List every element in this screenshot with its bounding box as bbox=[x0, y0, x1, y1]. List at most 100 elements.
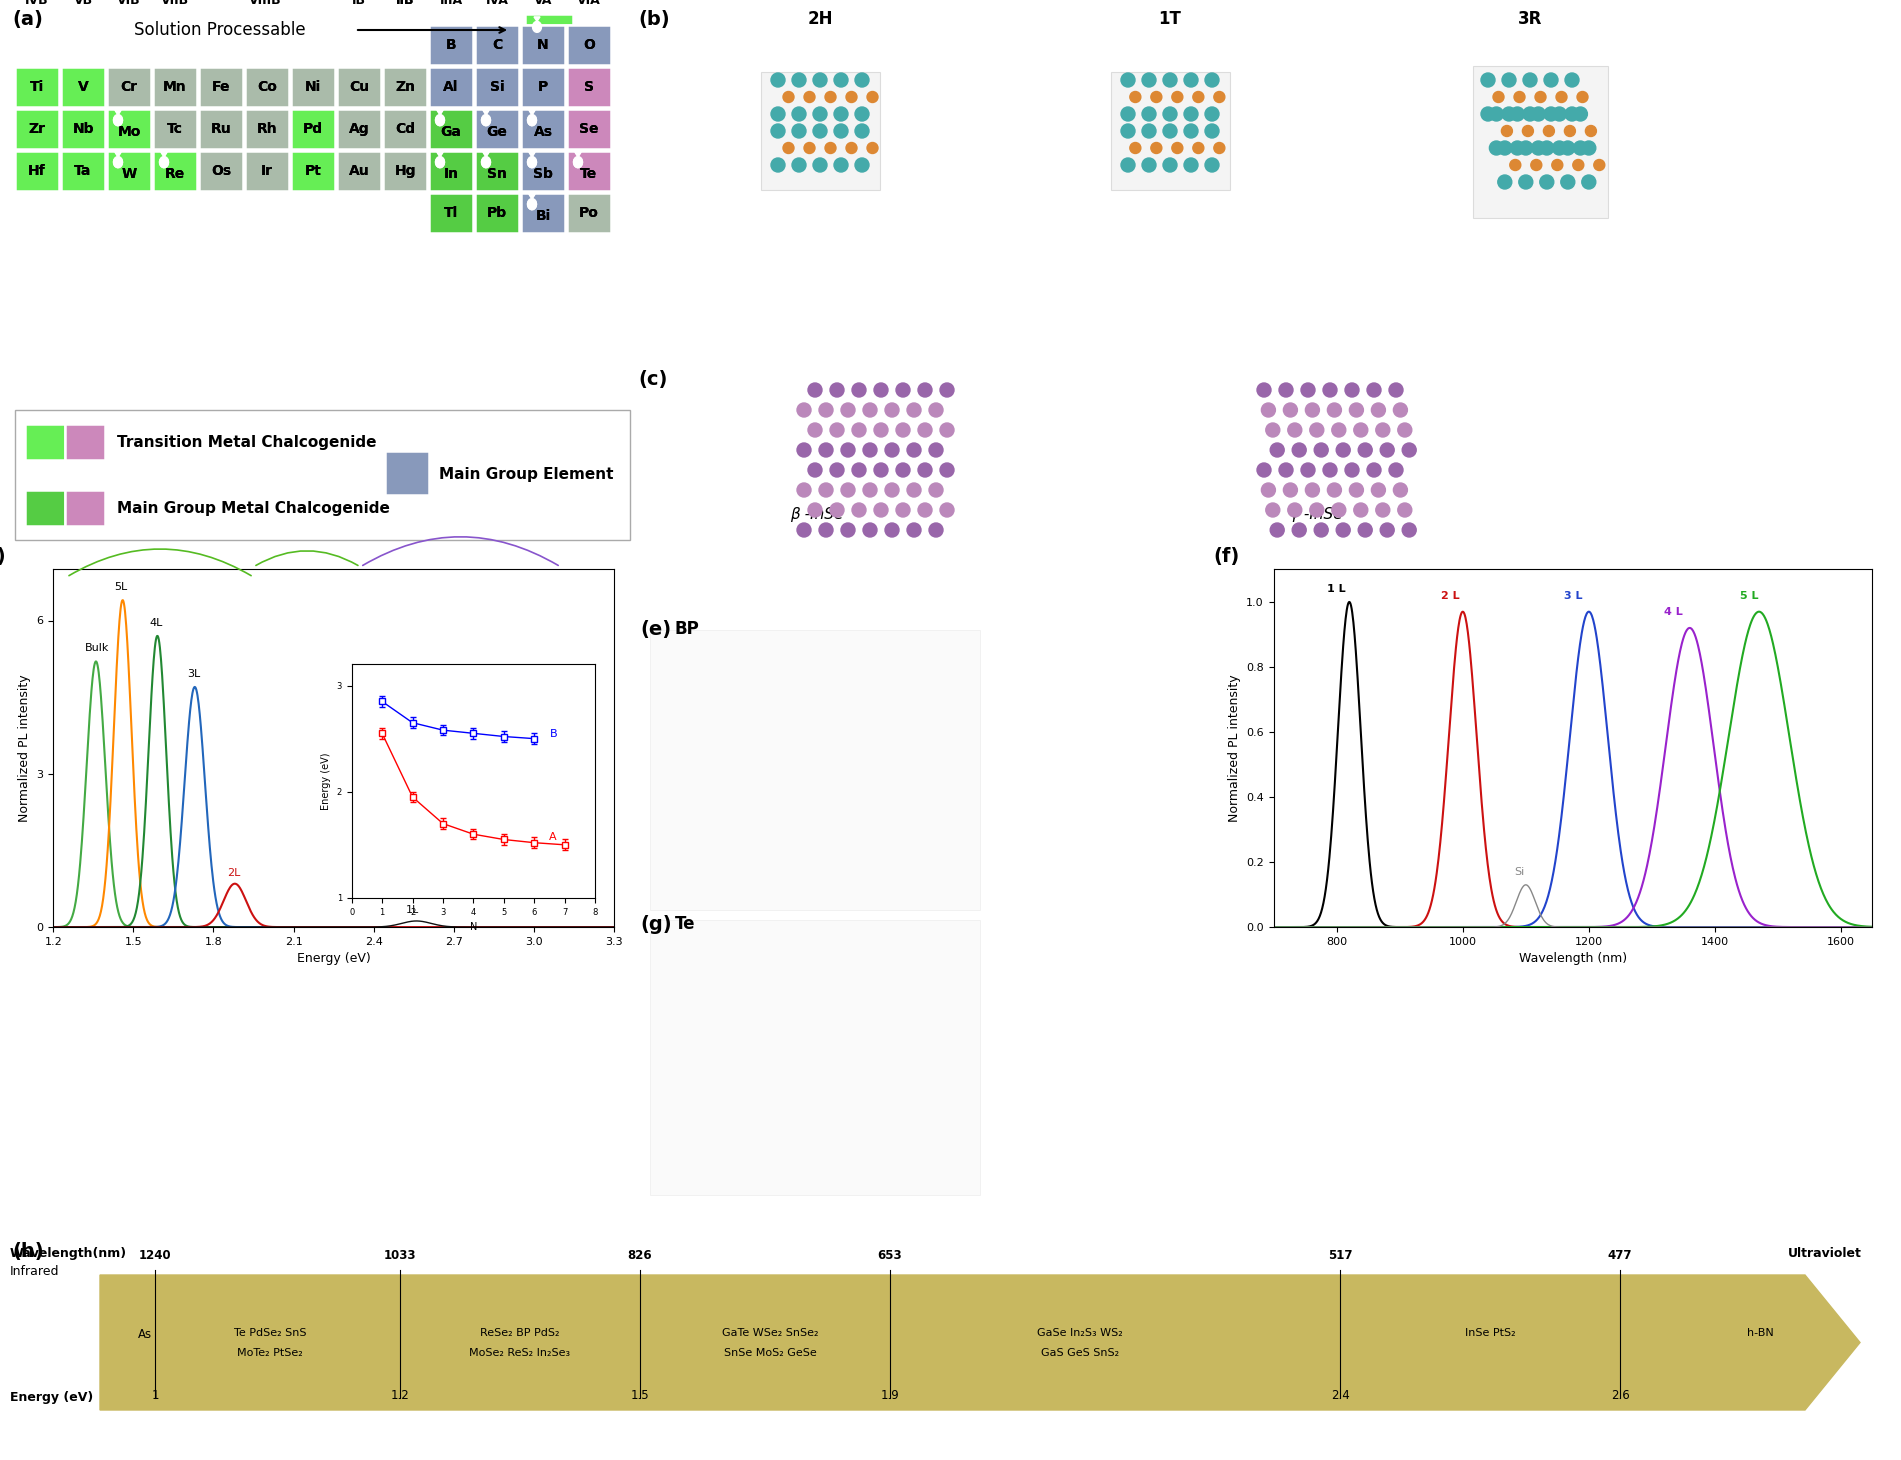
Text: GaTe WSe₂ SnSe₂: GaTe WSe₂ SnSe₂ bbox=[722, 1327, 817, 1337]
Text: Ge: Ge bbox=[487, 126, 508, 139]
Bar bbox=[200, 150, 243, 191]
Circle shape bbox=[1215, 92, 1224, 102]
Bar bbox=[65, 491, 105, 526]
Text: Nb: Nb bbox=[72, 123, 93, 136]
Polygon shape bbox=[435, 156, 445, 168]
Circle shape bbox=[852, 383, 867, 397]
Circle shape bbox=[1129, 92, 1141, 102]
Text: O: O bbox=[584, 38, 595, 53]
Bar bbox=[336, 67, 380, 107]
Text: W: W bbox=[122, 166, 137, 181]
Text: ReSe₂ BP PdS₂: ReSe₂ BP PdS₂ bbox=[481, 1327, 559, 1337]
Circle shape bbox=[1509, 159, 1521, 171]
Circle shape bbox=[1553, 142, 1566, 155]
Text: Cd: Cd bbox=[395, 123, 414, 136]
Text: Bi: Bi bbox=[536, 209, 551, 223]
Text: In: In bbox=[443, 166, 458, 181]
Text: Ta: Ta bbox=[74, 164, 91, 178]
Circle shape bbox=[1205, 124, 1219, 139]
Text: IIB: IIB bbox=[395, 0, 414, 7]
Circle shape bbox=[772, 73, 785, 88]
Circle shape bbox=[1346, 463, 1359, 477]
Bar bbox=[61, 110, 105, 149]
Text: Pt: Pt bbox=[304, 164, 321, 178]
Bar bbox=[152, 110, 198, 149]
Text: Mo: Mo bbox=[118, 126, 141, 139]
Polygon shape bbox=[574, 152, 582, 156]
Text: As: As bbox=[534, 126, 553, 139]
Polygon shape bbox=[435, 115, 445, 126]
Circle shape bbox=[863, 403, 876, 418]
Circle shape bbox=[831, 463, 844, 477]
Polygon shape bbox=[528, 194, 534, 199]
Circle shape bbox=[1205, 158, 1219, 172]
Text: 1T: 1T bbox=[1158, 10, 1181, 28]
Circle shape bbox=[804, 92, 816, 102]
Text: Cr: Cr bbox=[120, 80, 137, 93]
Circle shape bbox=[867, 143, 878, 153]
Circle shape bbox=[930, 403, 943, 418]
Circle shape bbox=[1498, 142, 1511, 155]
Circle shape bbox=[1163, 124, 1177, 139]
Circle shape bbox=[793, 107, 806, 121]
Circle shape bbox=[1163, 73, 1177, 88]
Bar bbox=[430, 67, 473, 107]
Circle shape bbox=[1129, 143, 1141, 153]
Bar bbox=[430, 193, 473, 234]
Bar bbox=[291, 150, 335, 191]
Circle shape bbox=[804, 143, 816, 153]
Polygon shape bbox=[528, 199, 536, 210]
Text: Ta: Ta bbox=[74, 164, 91, 178]
Circle shape bbox=[1532, 107, 1546, 121]
Circle shape bbox=[835, 107, 848, 121]
Circle shape bbox=[1544, 126, 1555, 136]
Circle shape bbox=[1143, 73, 1156, 88]
Circle shape bbox=[1336, 523, 1350, 537]
Circle shape bbox=[874, 463, 888, 477]
Bar bbox=[475, 150, 519, 191]
Bar bbox=[336, 150, 380, 191]
Circle shape bbox=[1310, 504, 1323, 517]
Circle shape bbox=[1143, 107, 1156, 121]
Text: Te: Te bbox=[580, 166, 597, 181]
Circle shape bbox=[1350, 403, 1363, 418]
Circle shape bbox=[1582, 142, 1595, 155]
Circle shape bbox=[835, 73, 848, 88]
Text: C: C bbox=[492, 38, 502, 53]
Bar bbox=[566, 193, 610, 234]
Circle shape bbox=[1557, 92, 1566, 102]
Polygon shape bbox=[114, 156, 122, 168]
Text: (f): (f) bbox=[1215, 548, 1239, 566]
Bar bbox=[430, 25, 473, 66]
Bar bbox=[382, 67, 428, 107]
Text: MoTe₂ PtSe₂: MoTe₂ PtSe₂ bbox=[238, 1348, 302, 1358]
Circle shape bbox=[1481, 107, 1494, 121]
Circle shape bbox=[831, 423, 844, 437]
Circle shape bbox=[1565, 73, 1580, 88]
Bar bbox=[336, 110, 380, 149]
Text: h-BN: h-BN bbox=[1747, 1327, 1774, 1337]
Polygon shape bbox=[481, 115, 490, 126]
Bar bbox=[200, 67, 243, 107]
Text: Hf: Hf bbox=[29, 164, 46, 178]
Polygon shape bbox=[481, 156, 490, 168]
Text: VIB: VIB bbox=[118, 0, 141, 7]
Circle shape bbox=[918, 383, 931, 397]
Circle shape bbox=[855, 158, 869, 172]
Circle shape bbox=[895, 423, 911, 437]
Bar bbox=[61, 150, 105, 191]
Polygon shape bbox=[483, 152, 489, 156]
Bar bbox=[566, 25, 610, 66]
Circle shape bbox=[1306, 403, 1319, 418]
Bar bbox=[475, 110, 519, 149]
Text: Pb: Pb bbox=[487, 206, 508, 220]
Circle shape bbox=[1266, 423, 1279, 437]
Circle shape bbox=[895, 504, 911, 517]
Circle shape bbox=[772, 107, 785, 121]
Polygon shape bbox=[437, 152, 443, 156]
Text: (e): (e) bbox=[641, 620, 671, 639]
Text: Sn: Sn bbox=[487, 166, 508, 181]
Circle shape bbox=[1150, 92, 1162, 102]
Polygon shape bbox=[528, 156, 536, 168]
Polygon shape bbox=[114, 152, 122, 156]
